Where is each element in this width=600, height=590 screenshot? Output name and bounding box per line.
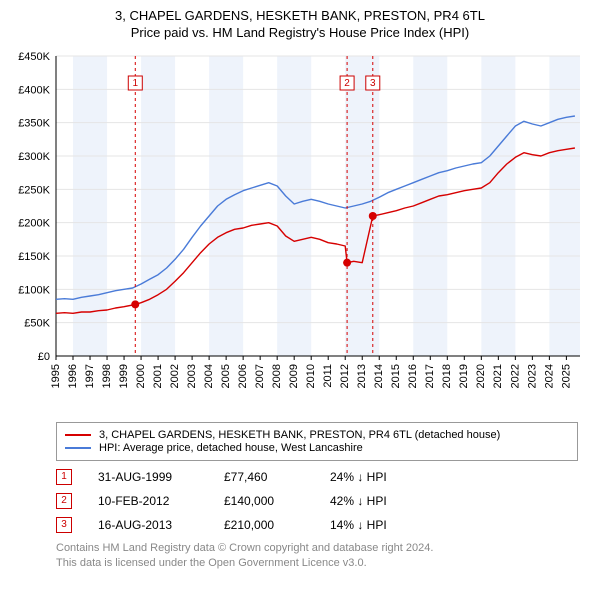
- title-address: 3, CHAPEL GARDENS, HESKETH BANK, PRESTON…: [10, 8, 590, 25]
- svg-text:2023: 2023: [526, 364, 538, 388]
- event-badge-2: 2: [56, 493, 72, 509]
- chart-titles: 3, CHAPEL GARDENS, HESKETH BANK, PRESTON…: [0, 0, 600, 46]
- title-subtitle: Price paid vs. HM Land Registry's House …: [10, 25, 590, 42]
- svg-text:2025: 2025: [560, 364, 572, 388]
- event-row-2: 2 10-FEB-2012 £140,000 42% ↓ HPI: [56, 489, 578, 513]
- event-row-1: 1 31-AUG-1999 £77,460 24% ↓ HPI: [56, 465, 578, 489]
- svg-text:2019: 2019: [458, 364, 470, 388]
- event-badge-3: 3: [56, 517, 72, 533]
- svg-text:3: 3: [370, 78, 376, 89]
- svg-text:2011: 2011: [322, 364, 334, 388]
- svg-text:2012: 2012: [339, 364, 351, 388]
- svg-text:1996: 1996: [67, 364, 79, 388]
- event-diff-2: 42% ↓ HPI: [330, 494, 450, 508]
- svg-text:£150K: £150K: [18, 251, 50, 263]
- event-diff-3: 14% ↓ HPI: [330, 518, 450, 532]
- svg-text:£250K: £250K: [18, 184, 50, 196]
- svg-text:2013: 2013: [356, 364, 368, 388]
- event-price-3: £210,000: [224, 518, 304, 532]
- svg-text:2020: 2020: [475, 364, 487, 388]
- svg-text:2016: 2016: [407, 364, 419, 388]
- svg-text:2014: 2014: [373, 364, 385, 388]
- svg-text:2008: 2008: [271, 364, 283, 388]
- svg-text:£350K: £350K: [18, 117, 50, 129]
- svg-text:2015: 2015: [390, 364, 402, 388]
- svg-text:£400K: £400K: [18, 84, 50, 96]
- event-diff-1: 24% ↓ HPI: [330, 470, 450, 484]
- svg-text:£200K: £200K: [18, 217, 50, 229]
- legend-swatch-property: [65, 434, 91, 436]
- svg-text:1997: 1997: [84, 364, 96, 388]
- svg-text:2004: 2004: [203, 364, 215, 388]
- svg-text:2022: 2022: [509, 364, 521, 388]
- svg-text:2010: 2010: [305, 364, 317, 388]
- event-date-1: 31-AUG-1999: [98, 470, 198, 484]
- event-date-2: 10-FEB-2012: [98, 494, 198, 508]
- svg-text:1999: 1999: [118, 364, 130, 388]
- legend-item-property: 3, CHAPEL GARDENS, HESKETH BANK, PRESTON…: [65, 429, 569, 441]
- svg-text:2000: 2000: [135, 364, 147, 388]
- svg-text:1: 1: [132, 78, 138, 89]
- svg-text:£300K: £300K: [18, 151, 50, 163]
- svg-text:£450K: £450K: [18, 51, 50, 63]
- svg-text:£0: £0: [38, 351, 50, 363]
- footer-line-1: Contains HM Land Registry data © Crown c…: [56, 541, 578, 556]
- svg-text:2005: 2005: [220, 364, 232, 388]
- svg-text:2001: 2001: [152, 364, 164, 388]
- svg-text:2003: 2003: [186, 364, 198, 388]
- chart-plot-area: £0 £50K £100K £150K £200K £250K £300K £350K £400…: [0, 46, 600, 416]
- svg-text:2021: 2021: [492, 364, 504, 388]
- svg-text:1995: 1995: [50, 364, 62, 388]
- event-date-3: 16-AUG-2013: [98, 518, 198, 532]
- legend-swatch-hpi: [65, 447, 91, 449]
- footer-attribution: Contains HM Land Registry data © Crown c…: [56, 541, 578, 571]
- svg-text:1998: 1998: [101, 364, 113, 388]
- svg-text:2018: 2018: [441, 364, 453, 388]
- legend-label-hpi: HPI: Average price, detached house, West…: [99, 442, 363, 454]
- event-row-3: 3 16-AUG-2013 £210,000 14% ↓ HPI: [56, 513, 578, 537]
- legend: 3, CHAPEL GARDENS, HESKETH BANK, PRESTON…: [56, 422, 578, 461]
- svg-text:2007: 2007: [254, 364, 266, 388]
- svg-text:2024: 2024: [543, 364, 555, 388]
- svg-text:£100K: £100K: [18, 284, 50, 296]
- event-badge-1: 1: [56, 469, 72, 485]
- event-price-1: £77,460: [224, 470, 304, 484]
- legend-item-hpi: HPI: Average price, detached house, West…: [65, 442, 569, 454]
- event-price-2: £140,000: [224, 494, 304, 508]
- line-chart-svg: £0 £50K £100K £150K £200K £250K £300K £350K £400…: [0, 46, 600, 416]
- svg-text:2009: 2009: [288, 364, 300, 388]
- svg-text:2006: 2006: [237, 364, 249, 388]
- svg-text:2017: 2017: [424, 364, 436, 388]
- chart-container: 3, CHAPEL GARDENS, HESKETH BANK, PRESTON…: [0, 0, 600, 570]
- svg-text:2: 2: [344, 78, 350, 89]
- svg-text:2002: 2002: [169, 364, 181, 388]
- event-table: 1 31-AUG-1999 £77,460 24% ↓ HPI 2 10-FEB…: [56, 465, 578, 537]
- svg-text:£50K: £50K: [24, 317, 50, 329]
- footer-line-2: This data is licensed under the Open Gov…: [56, 556, 578, 571]
- legend-label-property: 3, CHAPEL GARDENS, HESKETH BANK, PRESTON…: [99, 429, 500, 441]
